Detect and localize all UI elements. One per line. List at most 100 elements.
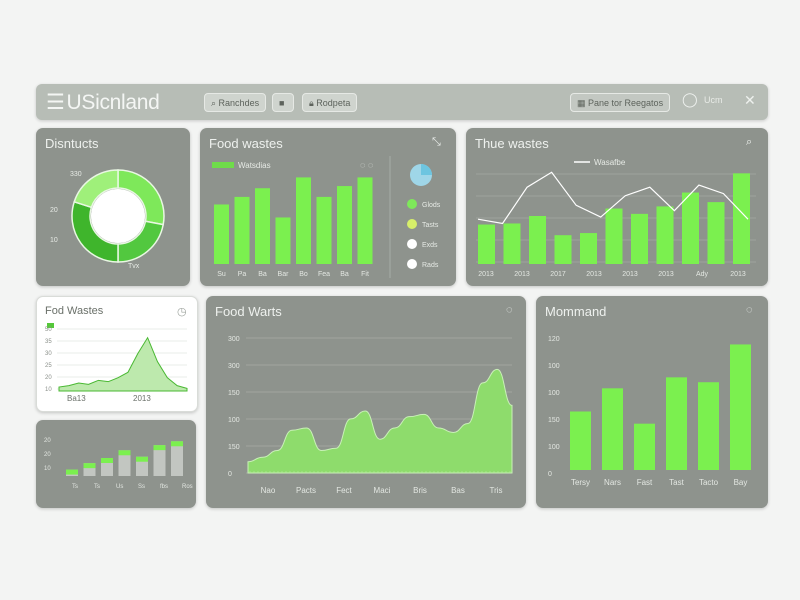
- app-logo[interactable]: ☰USicnland: [46, 90, 160, 115]
- bar[interactable]: [631, 213, 648, 264]
- bar-cap: [136, 456, 148, 462]
- donut-chart: 330 20 10 Tvx: [50, 169, 165, 270]
- x-tick-label: Ss: [138, 484, 145, 490]
- y-tick-label: 20: [44, 438, 51, 444]
- toolbar-pill-square[interactable]: ■: [272, 93, 294, 112]
- mommand-chart: 120 100 100 150 100 0 Tersy Nars Fast Tast Tacto Ba…: [548, 336, 751, 487]
- panel-title: Fod Wastes: [45, 305, 104, 317]
- bar[interactable]: [503, 223, 521, 264]
- bar[interactable]: [733, 173, 750, 264]
- options-icon[interactable]: ◌ ◌: [360, 160, 373, 170]
- refresh-icon[interactable]: ◌: [506, 304, 513, 316]
- app-title: USicnland: [66, 91, 160, 114]
- x-tick-label: 2013: [478, 271, 494, 278]
- bar[interactable]: [602, 388, 623, 470]
- series-line: [477, 171, 749, 225]
- bar[interactable]: [153, 445, 166, 476]
- legend-dot: [407, 219, 417, 229]
- bar[interactable]: [529, 216, 546, 264]
- x-tick-label: Fect: [336, 486, 352, 495]
- panel-food-wastes: Food wastes ⤡ Watsdias ◌ ◌ Su Pa Ba Bar Bo Fe…: [200, 128, 456, 286]
- x-tick-label: Bris: [413, 486, 427, 495]
- bar[interactable]: [682, 192, 699, 264]
- bar[interactable]: [570, 411, 591, 470]
- panel-thue-wastes: Thue wastes ⌕ Wasafbe 2013 2013 2017 2013 20…: [466, 128, 768, 286]
- bar[interactable]: [580, 233, 597, 264]
- donut-label: 10: [50, 237, 58, 244]
- legend-dot: [407, 199, 417, 209]
- x-tick-label: Ros: [182, 484, 193, 490]
- y-tick-label: 100: [228, 417, 240, 424]
- x-tick-label: Us: [116, 484, 123, 490]
- y-tick-label: 100: [548, 363, 560, 370]
- x-tick-label: Tacto: [699, 478, 719, 487]
- donut-slice[interactable]: [73, 169, 119, 209]
- x-tick-label: Nao: [261, 486, 276, 495]
- bar[interactable]: [698, 382, 719, 470]
- bar-cap: [118, 450, 131, 456]
- refresh-icon[interactable]: ◌: [746, 304, 753, 316]
- panel-title: Mommand: [545, 304, 607, 319]
- panel-small-bars: 20 20 10 Ts Ts Us Ss fbs Ros: [36, 420, 196, 508]
- y-tick-label: 0: [548, 471, 552, 478]
- x-tick-label: Pacts: [296, 486, 316, 495]
- bar[interactable]: [357, 177, 373, 264]
- bar[interactable]: [554, 235, 572, 264]
- x-tick-label: Pa: [238, 271, 247, 278]
- donut-label: 330: [70, 171, 82, 178]
- bar[interactable]: [730, 344, 751, 470]
- bar-cap: [101, 458, 113, 463]
- y-tick-label: 150: [228, 444, 240, 451]
- toolbar-pill-ranchdes[interactable]: ⌕ Ranchdes: [204, 93, 267, 112]
- x-tick-label: 2013: [730, 271, 746, 278]
- y-tick-label: 30: [45, 351, 52, 357]
- toolbar-pill-right[interactable]: ▦ Pane tor Reegatos: [570, 93, 671, 112]
- bar[interactable]: [605, 208, 623, 264]
- bar[interactable]: [171, 441, 183, 476]
- bar[interactable]: [656, 206, 674, 264]
- x-tick-label: Maci: [374, 486, 391, 495]
- legend-label: Glods: [422, 202, 441, 209]
- x-tick-label: 2017: [550, 271, 566, 278]
- panel-title: Food wastes: [209, 136, 283, 151]
- bar[interactable]: [316, 196, 332, 264]
- bar[interactable]: [234, 196, 250, 264]
- bar[interactable]: [214, 204, 229, 264]
- pill-label: Pane tor Reegatos: [588, 98, 664, 108]
- food-wastes-chart: Watsdias ◌ ◌ Su Pa Ba Bar Bo Fea Ba Fit Glods Ta…: [212, 156, 441, 278]
- bar-cap: [171, 441, 183, 447]
- user-icon[interactable]: ◯: [682, 91, 698, 107]
- area-series: [58, 336, 188, 392]
- bar[interactable]: [337, 186, 352, 264]
- bar[interactable]: [118, 450, 131, 476]
- x-tick-label: Fit: [361, 271, 369, 278]
- bar[interactable]: [255, 188, 270, 264]
- y-tick-label: 150: [228, 390, 240, 397]
- y-tick-label: 25: [45, 363, 52, 369]
- menu-icon[interactable]: ☰: [46, 91, 65, 114]
- x-tick-label: Nars: [604, 478, 621, 487]
- bar[interactable]: [707, 202, 725, 264]
- x-tick-label: 2013: [658, 271, 674, 278]
- square-icon: ■: [279, 98, 285, 108]
- close-icon[interactable]: ✕: [744, 92, 756, 108]
- y-tick-label: 35: [45, 339, 52, 345]
- x-tick-label: 2013: [133, 394, 151, 403]
- bar[interactable]: [478, 224, 495, 264]
- search-icon[interactable]: ⌕: [746, 136, 753, 148]
- bar[interactable]: [275, 217, 291, 264]
- legend-dot: [407, 239, 417, 249]
- x-tick-label: Tris: [489, 486, 502, 495]
- search-icon: ⌕: [211, 98, 219, 108]
- clock-icon[interactable]: ◷: [177, 306, 187, 318]
- y-tick-label: 120: [548, 336, 560, 343]
- toolbar-pill-rodpeta[interactable]: 🔒︎ Rodpeta: [302, 93, 358, 112]
- x-tick-label: Fast: [637, 478, 653, 487]
- pill-label: Ranchdes: [218, 98, 260, 108]
- bar[interactable]: [296, 177, 311, 264]
- expand-icon[interactable]: ⤡: [432, 136, 441, 148]
- bar-cap: [153, 445, 166, 451]
- lock-icon: 🔒︎: [309, 98, 317, 108]
- bar[interactable]: [666, 377, 687, 470]
- bar[interactable]: [634, 423, 655, 470]
